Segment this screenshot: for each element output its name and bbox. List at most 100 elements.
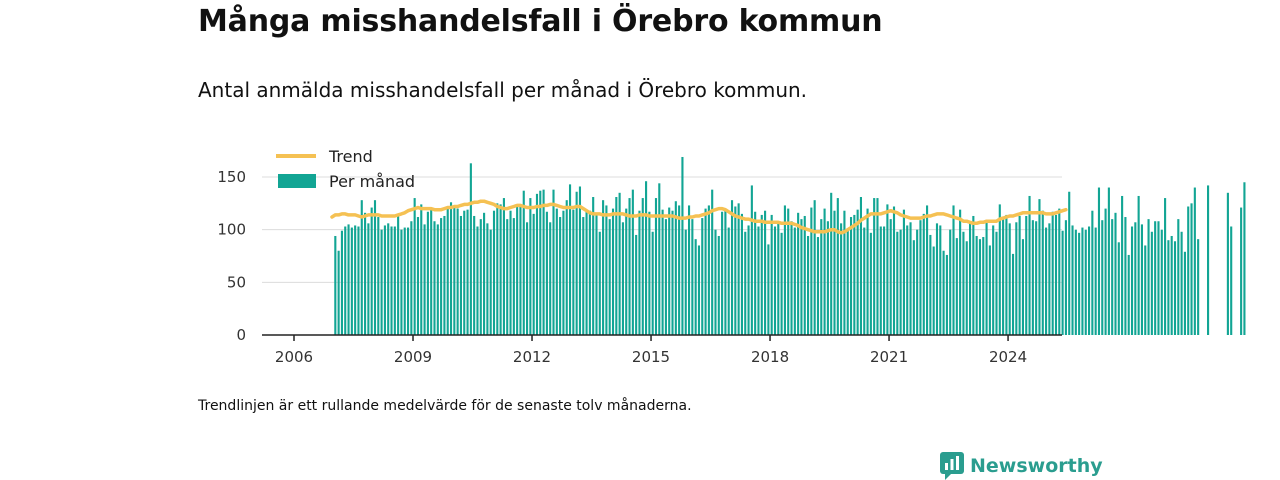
bar: [694, 239, 697, 335]
bar: [1074, 229, 1077, 335]
bar: [859, 197, 863, 335]
bar: [810, 207, 813, 335]
bar: [625, 208, 628, 335]
bar: [1144, 245, 1147, 335]
bar: [1173, 241, 1177, 335]
bar: [730, 200, 734, 335]
bar: [1048, 223, 1051, 335]
bar: [843, 210, 846, 335]
bar: [678, 205, 681, 335]
bar: [598, 231, 601, 335]
chart-title: Många misshandelsfall i Örebro kommun: [198, 4, 883, 39]
bar: [787, 208, 790, 335]
bar: [529, 198, 532, 335]
bar: [416, 217, 420, 335]
bar: [1094, 227, 1097, 335]
bar: [621, 222, 624, 335]
bar: [965, 241, 968, 335]
bar: [721, 211, 724, 335]
x-tick-label: 2006: [275, 348, 313, 366]
bar: [459, 215, 463, 335]
bar: [853, 214, 856, 335]
bar: [403, 227, 406, 335]
bar: [704, 208, 707, 335]
bar: [1084, 229, 1087, 335]
bar: [863, 227, 866, 335]
bar: [674, 201, 677, 335]
bar: [1150, 231, 1153, 335]
bar: [1035, 221, 1038, 335]
bar: [744, 231, 747, 335]
bar: [1226, 192, 1229, 335]
bar: [892, 206, 896, 335]
bar: [962, 231, 965, 335]
bar: [813, 200, 816, 335]
bar: [1147, 219, 1150, 335]
bar: [681, 156, 684, 335]
bar: [367, 223, 370, 335]
newsworthy-logo[interactable]: Newsworthy: [940, 452, 1103, 480]
bar: [939, 225, 942, 335]
bar: [1121, 195, 1124, 335]
bar: [1081, 227, 1084, 335]
bar: [426, 211, 429, 335]
bar: [998, 204, 1001, 335]
bar: [992, 225, 995, 335]
bar: [1111, 219, 1114, 335]
bar: [456, 208, 459, 335]
bar: [489, 229, 492, 335]
footnote: Trendlinjen är ett rullande medelvärde f…: [198, 398, 692, 414]
bar: [658, 183, 661, 335]
x-tick-label: 2012: [513, 348, 551, 366]
newsworthy-logo-icon: [940, 452, 964, 480]
bar: [400, 229, 403, 335]
bar: [1177, 219, 1180, 335]
bar: [562, 210, 565, 335]
bar: [535, 193, 539, 335]
bar: [1021, 239, 1024, 335]
bar: [469, 163, 472, 335]
bar: [473, 215, 476, 335]
bar: [502, 198, 505, 335]
bar: [896, 231, 899, 335]
bar: [1134, 222, 1137, 335]
bar: [873, 198, 876, 335]
bar: [1180, 231, 1183, 335]
bar: [797, 212, 800, 335]
bar: [932, 246, 935, 335]
bar: [747, 225, 750, 335]
bar: [519, 205, 522, 335]
bar: [995, 231, 998, 335]
legend: Trend Per månad: [276, 147, 415, 191]
bar: [1230, 226, 1233, 335]
bar: [823, 208, 826, 335]
bar: [635, 234, 638, 335]
legend-label-trend: Trend: [328, 147, 373, 166]
bar: [350, 227, 353, 335]
bar: [846, 230, 849, 335]
bar: [615, 197, 618, 335]
bar: [1011, 253, 1015, 335]
bar: [985, 221, 988, 335]
bar: [354, 225, 357, 335]
bar: [443, 215, 446, 335]
bar: [592, 197, 595, 335]
bar: [1197, 239, 1200, 335]
bar: [1071, 225, 1074, 335]
bar: [671, 210, 674, 335]
trend-series: [330, 199, 1068, 235]
bar: [955, 238, 958, 335]
bar: [959, 209, 962, 335]
bar: [1164, 198, 1167, 335]
bar: [889, 219, 892, 335]
bar: [826, 221, 829, 335]
bar: [972, 215, 975, 335]
bar: [552, 189, 555, 335]
chart-subtitle: Antal anmälda misshandelsfall per månad …: [198, 78, 808, 102]
bar-series: [334, 156, 1246, 335]
bar: [899, 229, 902, 335]
bar: [496, 203, 499, 335]
bar: [334, 235, 337, 335]
bar: [697, 245, 701, 335]
trend-line: [330, 199, 1068, 235]
